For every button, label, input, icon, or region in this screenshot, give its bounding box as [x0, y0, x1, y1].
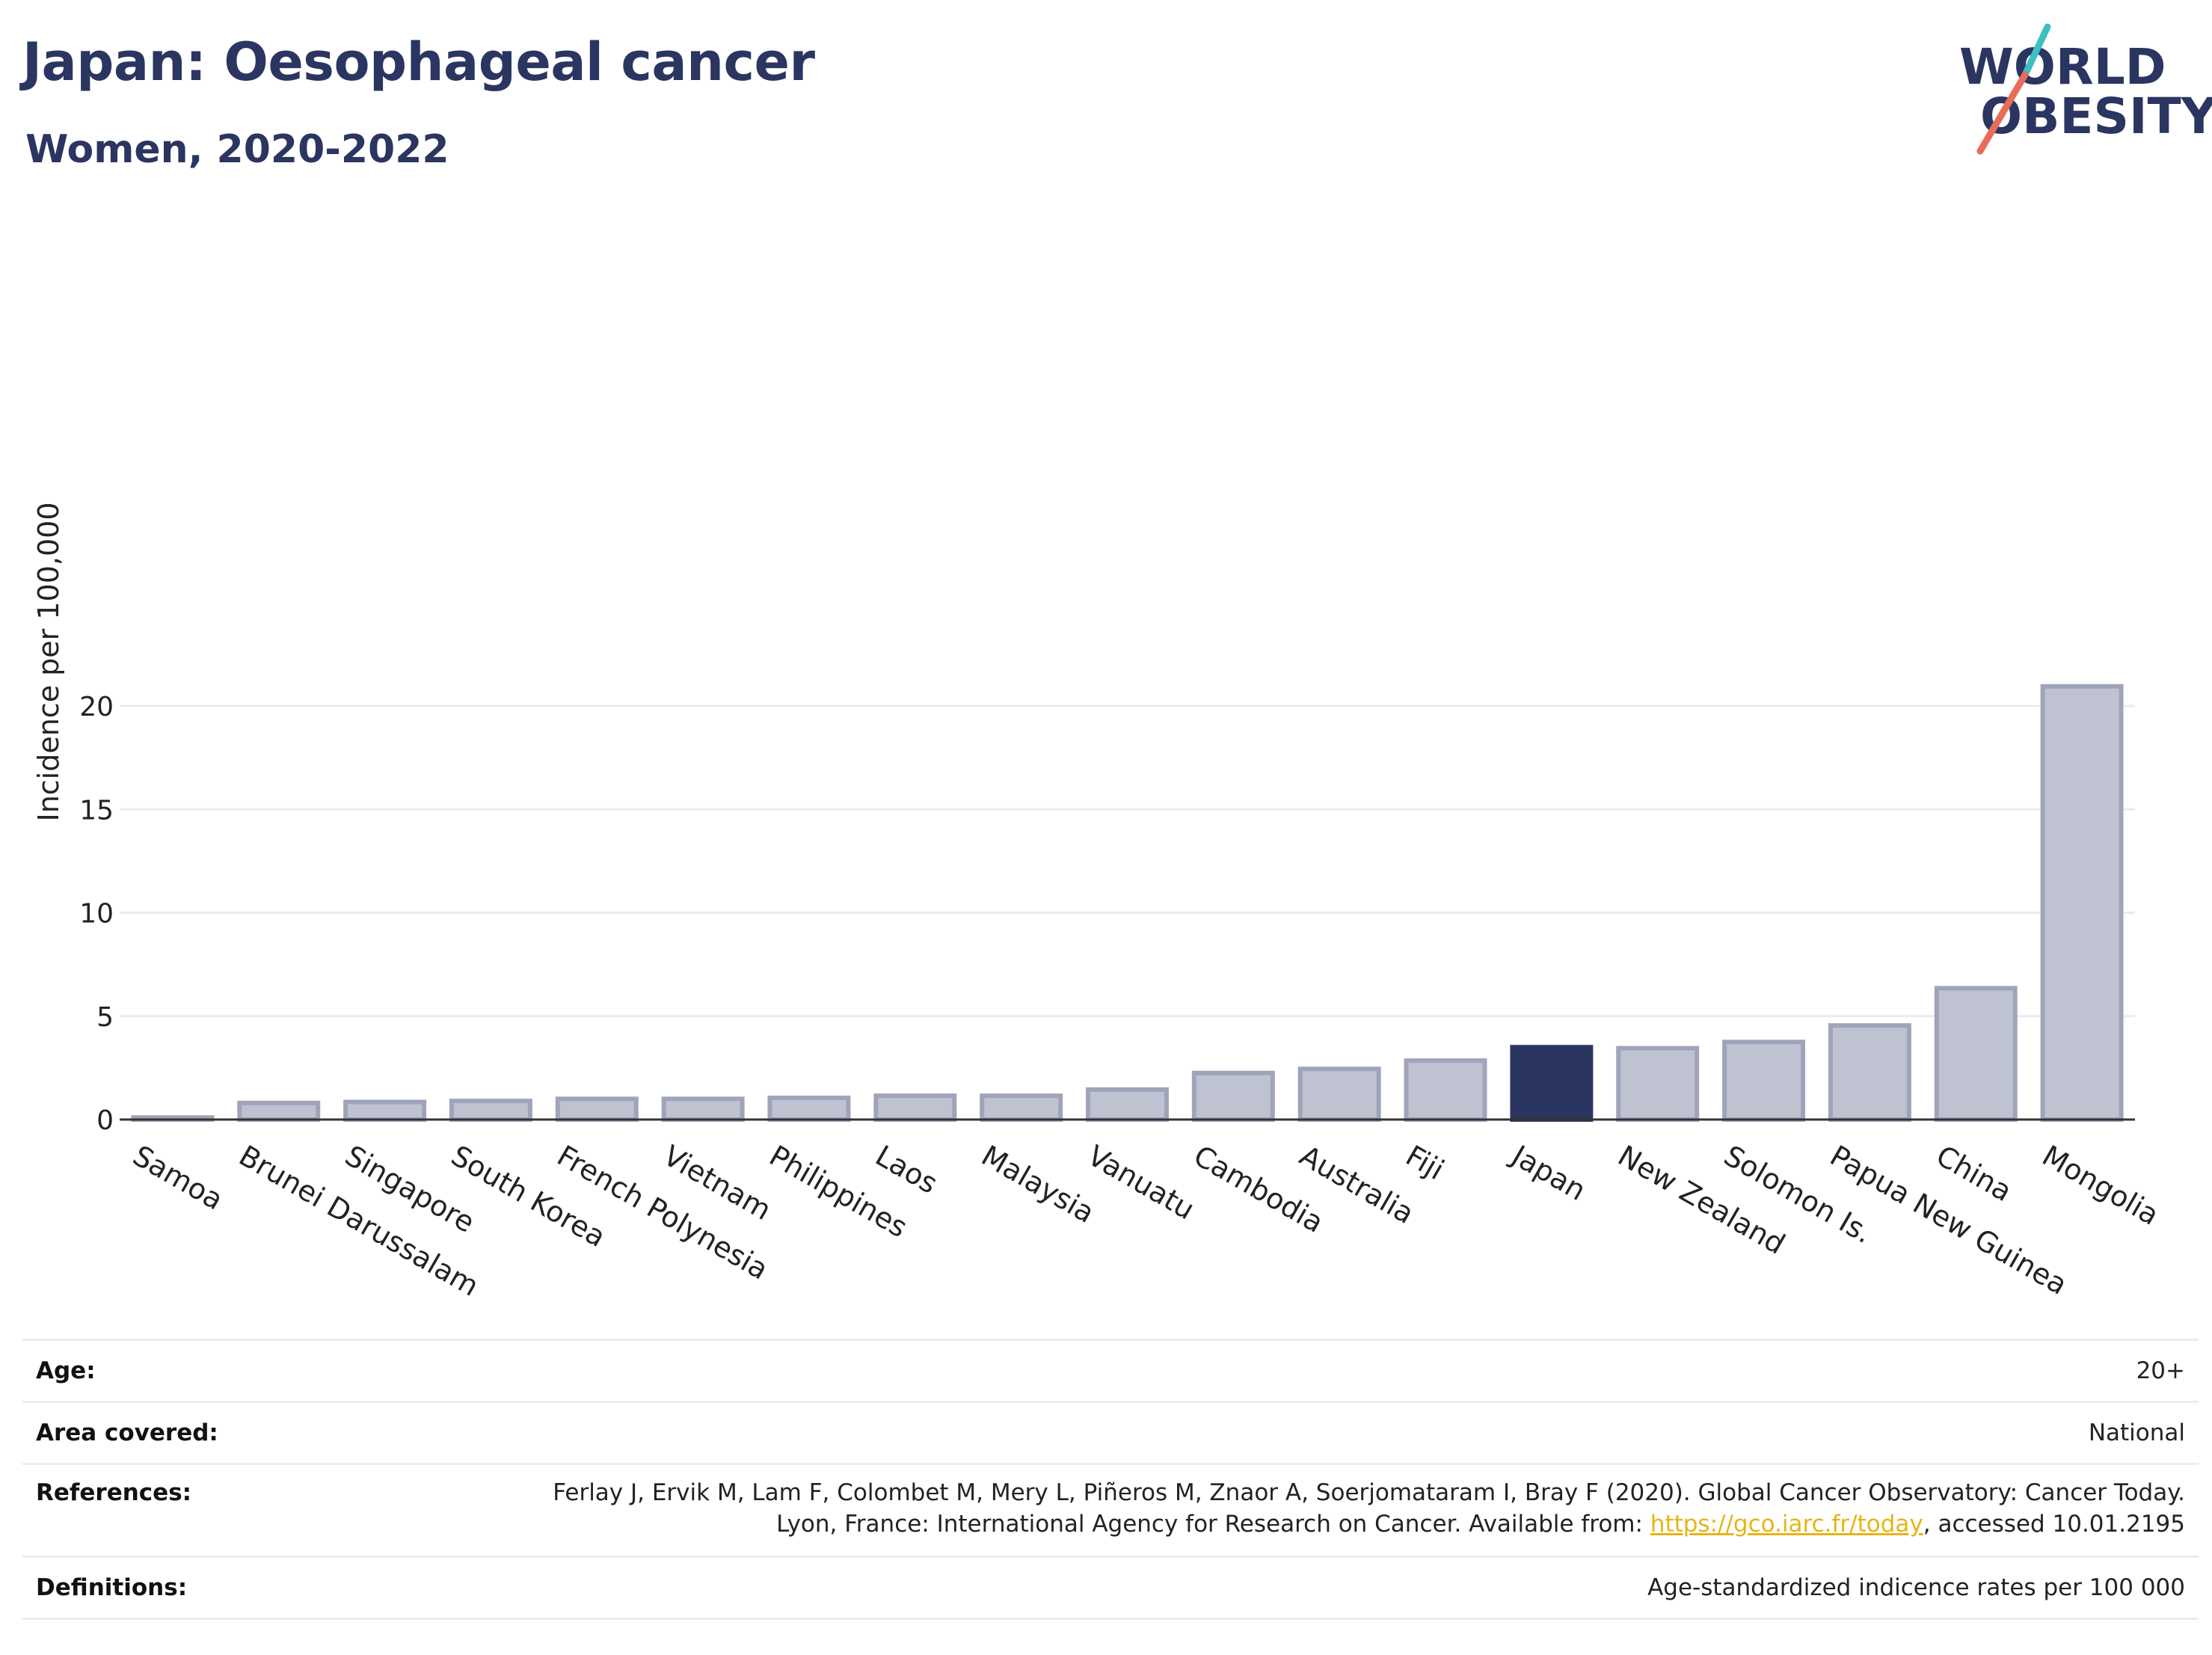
meta-row-age: Age: 20+: [22, 1339, 2199, 1401]
bars-layer: [120, 684, 2135, 1123]
x-tick-label: Laos: [870, 1139, 943, 1200]
x-tick-label: Malaysia: [976, 1139, 1100, 1229]
meta-row-area: Area covered: National: [22, 1401, 2199, 1463]
meta-value-references: Ferlay J, Ervik M, Lam F, Colombet M, Me…: [525, 1477, 2199, 1540]
bar-singapore: [343, 1099, 427, 1123]
y-tick-label: 20: [79, 692, 114, 722]
meta-value-area: National: [2088, 1419, 2185, 1446]
bar-brunei-darussalam: [237, 1100, 321, 1123]
bar-french-polynesia: [555, 1096, 639, 1122]
meta-label-definitions: Definitions:: [36, 1574, 188, 1601]
meta-row-definitions: Definitions: Age-standardized indicence …: [22, 1556, 2199, 1620]
meta-label-area: Area covered:: [36, 1419, 218, 1446]
y-tick-label: 5: [96, 1002, 114, 1033]
x-tick-label: Vanuatu: [1082, 1139, 1200, 1226]
bar-fiji: [1404, 1058, 1487, 1123]
bar-malaysia: [980, 1093, 1063, 1123]
logo-text-world: WORLD: [1959, 38, 2166, 96]
page-subtitle: Women, 2020-2022: [25, 127, 449, 172]
logo-slash-teal: [2021, 23, 2051, 79]
logo-slash-coral: [1976, 71, 2029, 155]
y-axis-label: Incidence per 100,000: [32, 502, 65, 821]
x-tick-label: Japan: [1505, 1138, 1592, 1207]
bar-south-korea: [449, 1099, 532, 1122]
x-tick-label: Fiji: [1401, 1139, 1450, 1186]
bar-new-zealand: [1616, 1045, 1700, 1123]
references-accessed: , accessed 10.01.2195: [1923, 1511, 2185, 1538]
bar-cambodia: [1191, 1070, 1275, 1122]
meta-value-definitions: Age-standardized indicence rates per 100…: [1647, 1574, 2185, 1601]
meta-label-references: References:: [36, 1479, 192, 1506]
bar-japan: [1510, 1045, 1594, 1122]
bar-vietnam: [661, 1096, 745, 1122]
bar-china: [1934, 986, 2018, 1122]
x-tick-label: Samoa: [127, 1139, 228, 1217]
references-text: Ferlay J, Ervik M, Lam F, Colombet M, Me…: [553, 1479, 2185, 1538]
meta-label-age: Age:: [36, 1357, 96, 1384]
bar-mongolia: [2040, 684, 2124, 1122]
bar-solomon-is: [1722, 1040, 1806, 1122]
logo-text-obesity: OBESITY: [1980, 87, 2212, 145]
world-obesity-logo: WORLD OBESITY: [1959, 23, 2212, 155]
y-tick-labels: 0 5 10 15 20: [79, 692, 114, 1136]
metadata-table: Age: 20+ Area covered: National Referenc…: [22, 1339, 2199, 1620]
bar-chart: 0 5 10 15 20 Samoa Brunei DarussalamSingapore…: [32, 502, 2164, 1303]
y-tick-label: 15: [79, 795, 114, 826]
bar-vanuatu: [1086, 1087, 1169, 1122]
bar-papua-new-guinea: [1828, 1023, 1911, 1123]
bar-laos: [873, 1093, 957, 1123]
bar-philippines: [767, 1095, 851, 1123]
x-tick-label: Mongolia: [2037, 1139, 2165, 1232]
meta-value-age: 20+: [2136, 1357, 2185, 1384]
grid-layer: [120, 704, 2135, 1018]
y-tick-label: 0: [96, 1105, 114, 1136]
y-tick-label: 10: [79, 899, 114, 930]
page-title: Japan: Oesophageal cancer: [22, 31, 815, 93]
meta-row-references: References: Ferlay J, Ervik M, Lam F, Co…: [22, 1463, 2199, 1556]
bar-australia: [1297, 1066, 1381, 1122]
references-link[interactable]: https://gco.iarc.fr/today: [1650, 1511, 1923, 1538]
